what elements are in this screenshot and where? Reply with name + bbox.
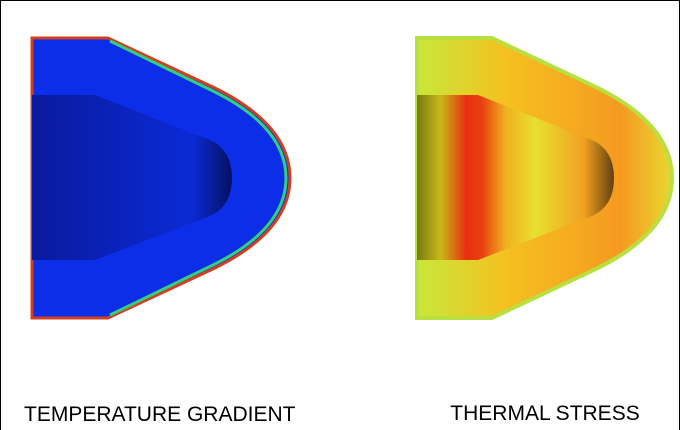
page: TEMPERATURE GRADIENT THERMAL STRESS (() … <box>0 0 680 430</box>
caption: TEMPERATURE GRADIENT <box>24 403 296 426</box>
temperature-render <box>32 38 290 318</box>
figure: TEMPERATURE GRADIENT THERMAL STRESS <box>0 0 680 430</box>
caption: THERMAL STRESS <box>450 402 639 425</box>
stress-render <box>417 38 672 318</box>
